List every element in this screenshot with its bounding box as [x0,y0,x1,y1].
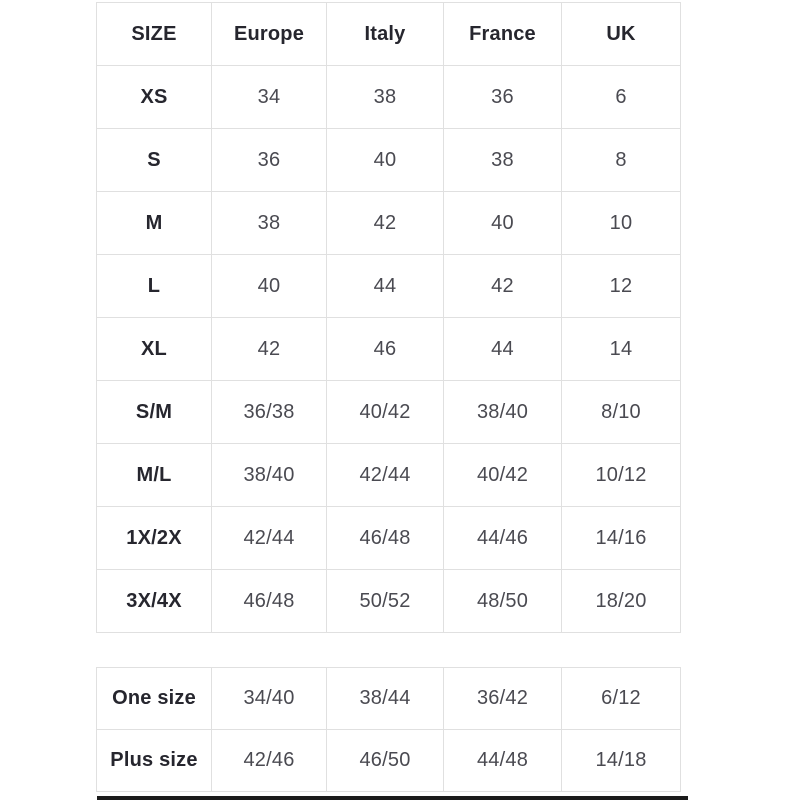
size-value-cell: 44/46 [443,506,562,570]
size-value-cell: 44 [326,254,444,318]
row-label: 3X/4X [96,569,212,633]
table-row: S/M 36/38 40/42 38/40 8/10 [96,380,681,444]
size-value-cell: 14/18 [561,729,681,792]
size-value-cell: 46 [326,317,444,381]
size-value-cell: 6 [561,65,681,129]
size-value-cell: 40/42 [326,380,444,444]
table-row: XL 42 46 44 14 [96,317,681,381]
size-value-cell: 6/12 [561,667,681,730]
table-row: 1X/2X 42/44 46/48 44/46 14/16 [96,506,681,570]
size-value-cell: 14/16 [561,506,681,570]
size-value-cell: 40 [211,254,327,318]
row-label: L [96,254,212,318]
size-value-cell: 36/38 [211,380,327,444]
table-row: 3X/4X 46/48 50/52 48/50 18/20 [96,569,681,633]
size-value-cell: 38 [443,128,562,192]
size-value-cell: 38 [211,191,327,255]
size-value-cell: 38/44 [326,667,444,730]
size-value-cell: 34/40 [211,667,327,730]
row-label: One size [96,667,212,730]
size-value-cell: 8/10 [561,380,681,444]
row-label: M/L [96,443,212,507]
size-value-cell: 44 [443,317,562,381]
row-label: XL [96,317,212,381]
row-label: M [96,191,212,255]
size-value-cell: 42 [211,317,327,381]
size-value-cell: 38/40 [211,443,327,507]
size-value-cell: 38/40 [443,380,562,444]
row-label: Plus size [96,729,212,792]
table-row: L 40 44 42 12 [96,254,681,318]
column-header: France [443,2,562,66]
size-value-cell: 8 [561,128,681,192]
row-label: S/M [96,380,212,444]
size-value-cell: 46/48 [326,506,444,570]
column-header: SIZE [96,2,212,66]
row-label: S [96,128,212,192]
size-value-cell: 40 [326,128,444,192]
size-value-cell: 14 [561,317,681,381]
size-value-cell: 44/48 [443,729,562,792]
column-header: UK [561,2,681,66]
table-row: Plus size 42/46 46/50 44/48 14/18 [96,729,681,792]
size-value-cell: 42/44 [211,506,327,570]
size-value-cell: 40/42 [443,443,562,507]
header-row: SIZE Europe Italy France UK [96,2,681,66]
size-value-cell: 50/52 [326,569,444,633]
size-value-cell: 10 [561,191,681,255]
size-value-cell: 42/46 [211,729,327,792]
table-row: M 38 42 40 10 [96,191,681,255]
size-value-cell: 36/42 [443,667,562,730]
size-value-cell: 42 [443,254,562,318]
size-value-cell: 46/50 [326,729,444,792]
size-value-cell: 10/12 [561,443,681,507]
size-value-cell: 46/48 [211,569,327,633]
size-value-cell: 42/44 [326,443,444,507]
column-header: Italy [326,2,444,66]
size-conversion-table: SIZE Europe Italy France UK XS 34 38 36 6 S 36 40 38… [96,2,681,633]
size-value-cell: 36 [211,128,327,192]
size-value-cell: 34 [211,65,327,129]
table-row: S 36 40 38 8 [96,128,681,192]
size-value-cell: 42 [326,191,444,255]
row-label: 1X/2X [96,506,212,570]
table-row: One size 34/40 38/44 36/42 6/12 [96,667,681,730]
row-label: XS [96,65,212,129]
cutoff-section-top-bar [97,796,688,800]
column-header: Europe [211,2,327,66]
table-row: M/L 38/40 42/44 40/42 10/12 [96,443,681,507]
size-value-cell: 48/50 [443,569,562,633]
size-value-cell: 38 [326,65,444,129]
size-value-cell: 40 [443,191,562,255]
size-value-cell: 12 [561,254,681,318]
size-value-cell: 36 [443,65,562,129]
table-row: XS 34 38 36 6 [96,65,681,129]
size-value-cell: 18/20 [561,569,681,633]
special-sizes-table: One size 34/40 38/44 36/42 6/12 Plus size 42/4… [96,667,681,792]
